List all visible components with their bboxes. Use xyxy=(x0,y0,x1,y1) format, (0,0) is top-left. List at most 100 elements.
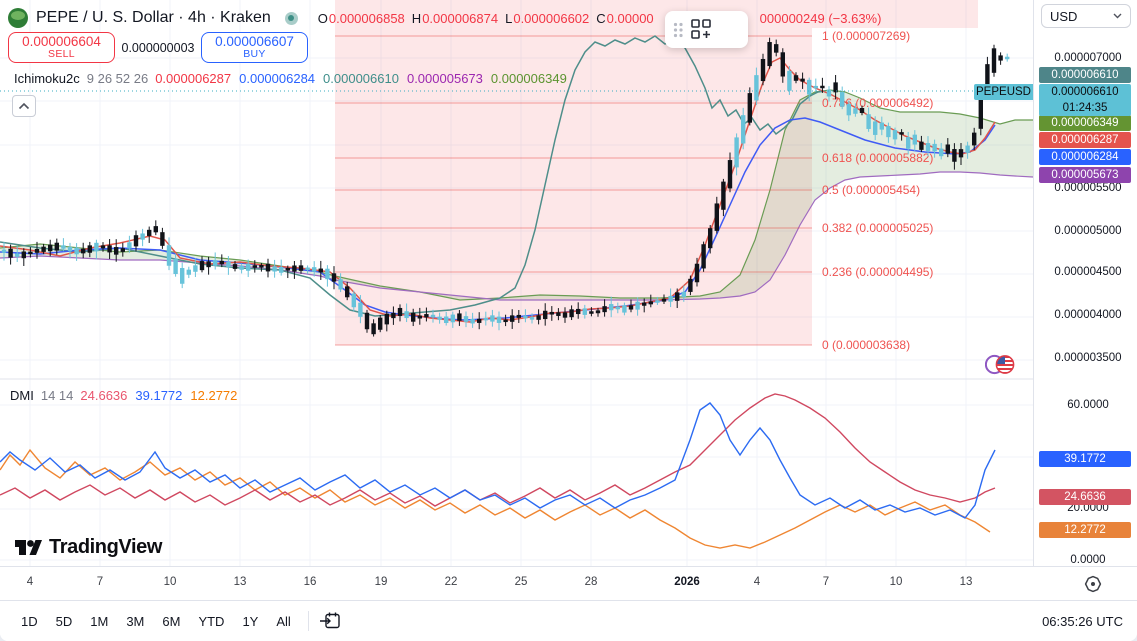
spread-value: 0.000000003 xyxy=(121,40,195,55)
dmi-minus-line xyxy=(0,448,991,549)
bar-countdown: 01:24:35 xyxy=(1062,102,1108,114)
pepe-coin-logo xyxy=(8,8,28,28)
axis-value-tag: 12.2772 xyxy=(1039,522,1131,538)
time-tick-label: 13 xyxy=(233,576,247,588)
range-button-1d[interactable]: 1D xyxy=(21,613,38,629)
time-tick-label: 10 xyxy=(889,576,903,588)
tradingview-logo[interactable]: TradingView xyxy=(14,535,162,559)
range-button-5d[interactable]: 5D xyxy=(55,613,73,629)
ohlc-value: 0.000006602 xyxy=(513,10,590,26)
gridlines xyxy=(0,0,1033,566)
fib-level-label: 0.618 (0.000005882) xyxy=(822,151,933,165)
ohlc-letter: L xyxy=(505,10,513,26)
sell-price: 0.000006604 xyxy=(22,33,101,49)
price-axis[interactable]: USD 0.000007000 0.000005500 0.000005000 0.0… xyxy=(1033,0,1137,566)
range-button-1y[interactable]: 1Y xyxy=(242,613,259,629)
axis-tick-label: 0.000005000 xyxy=(1054,225,1122,237)
time-tick-label: 7 xyxy=(822,576,830,588)
time-tick-label: 4 xyxy=(26,576,34,588)
currency-label: USD xyxy=(1050,8,1078,24)
axis-tick-label: 0.000004500 xyxy=(1054,266,1122,278)
fib-level-label: 0.236 (0.000004495) xyxy=(822,265,933,279)
toolbar-divider xyxy=(307,611,309,631)
ohlc-values: O 0.000006858 H 0.000006874 L 0.000006602 C 0.0… xyxy=(318,11,882,26)
ohlc-segment: L 0.000006602 xyxy=(505,11,589,26)
symbol-header: PEPE / U. S. Dollar · 4h · Kraken O 0.000… xyxy=(8,7,881,29)
range-button-all[interactable]: All xyxy=(276,613,291,629)
axis-tick-label: 0.000005500 xyxy=(1054,182,1122,194)
ichimoku-value: 0.000006287 xyxy=(155,71,232,86)
fib-level-label: 1 (0.000007269) xyxy=(822,29,910,43)
time-tick-label: 19 xyxy=(374,576,388,588)
time-tick-label: 7 xyxy=(96,576,104,588)
ohlc-letter: O xyxy=(317,10,328,26)
ichimoku-params: 9 26 52 26 xyxy=(86,71,149,86)
ohlc-value: 0.000006874 xyxy=(422,10,499,26)
buy-label: BUY xyxy=(243,48,266,61)
ichimoku-value: 0.000006610 xyxy=(323,71,399,86)
sell-button[interactable]: 0.000006604 SELL xyxy=(8,32,115,63)
time-axis[interactable]: 4 7 10 13 16 19 22 25 28 2026 4 7 10 13 xyxy=(0,566,1137,600)
range-button-3m[interactable]: 3M xyxy=(126,613,145,629)
calendar-arrow-icon xyxy=(319,612,340,629)
ohlc-segment: C 0.00000 xyxy=(596,11,653,26)
ichimoku-legend[interactable]: Ichimoku2c 9 26 52 26 0.000006287 0.00000… xyxy=(14,71,567,86)
ohlc-letter: C xyxy=(596,10,606,26)
floating-toolbar[interactable] xyxy=(665,11,748,48)
ohlc-value: 0.000006858 xyxy=(328,10,405,26)
tradingview-mark-icon xyxy=(15,540,42,555)
buy-price: 0.000006607 xyxy=(215,33,294,49)
dmi-value: 24.6636 xyxy=(80,388,128,403)
chevron-down-icon xyxy=(1113,13,1122,19)
axis-tick-label: 0.0000 xyxy=(1070,554,1106,566)
time-tick-label: 13 xyxy=(959,576,973,588)
ichimoku-value: 0.000006284 xyxy=(239,71,316,86)
symbol-title[interactable]: PEPE / U. S. Dollar · 4h · Kraken xyxy=(36,9,271,26)
buy-button[interactable]: 0.000006607 BUY xyxy=(201,32,308,63)
tradingview-wordmark: TradingView xyxy=(49,535,163,558)
dmi-values: 24.6636 39.1772 12.2772 xyxy=(80,388,237,403)
currency-selector[interactable]: USD xyxy=(1041,4,1131,28)
date-range-buttons: 1D 5D 1M 3M 6M YTD 1Y All xyxy=(14,609,298,634)
session-clock[interactable]: 06:35:26 UTC xyxy=(1042,613,1123,629)
ohlc-value: 0.00000 xyxy=(606,10,654,26)
chart-canvas[interactable]: 1 (0.000007269)0.786 (0.000006492)0.618 … xyxy=(0,0,1033,566)
senkou-a-line xyxy=(0,89,1033,301)
axis-value-tag: 0.000006284 xyxy=(1039,149,1131,165)
ichimoku-title: Ichimoku2c xyxy=(14,71,80,86)
time-tick-label: 25 xyxy=(514,576,528,588)
lagging-span-line xyxy=(0,35,826,317)
bottom-toolbar: 1D 5D 1M 3M 6M YTD 1Y All 06:35:26 UTC xyxy=(0,600,1137,641)
fib-level-label: 0 (0.000003638) xyxy=(822,338,910,352)
axis-tick-label: 20.0000 xyxy=(1067,502,1109,514)
collapse-panel-button[interactable] xyxy=(12,95,36,117)
trade-panel: 0.000006604 SELL 0.000000003 0.000006607… xyxy=(8,32,308,63)
axis-value-tag: 24.6636 xyxy=(1039,489,1131,505)
chevron-up-icon xyxy=(18,102,30,110)
candles xyxy=(1,37,1010,337)
dmi-legend[interactable]: DMI 14 14 24.6636 39.1772 12.2772 xyxy=(10,388,237,403)
axis-value-tag: 0.000006349 xyxy=(1039,115,1131,131)
layout-grid-icon[interactable] xyxy=(691,19,712,40)
symbol-price-tag: PEPEUSD xyxy=(974,84,1033,100)
time-tick-label: 2026 xyxy=(674,576,700,588)
range-button-1m[interactable]: 1M xyxy=(90,613,109,629)
ohlc-segment: H 0.000006874 xyxy=(412,11,498,26)
axis-tick-label: 0.000004000 xyxy=(1054,309,1122,321)
pair-logos-icon xyxy=(985,354,1015,375)
range-button-6m[interactable]: 6M xyxy=(162,613,181,629)
go-to-date-button[interactable] xyxy=(319,611,343,631)
axis-value-tag: 0.000006610 xyxy=(1039,67,1131,83)
current-price-label: 0.000006610 01:24:35 xyxy=(1039,84,1131,116)
range-button-ytd[interactable]: YTD xyxy=(198,613,225,629)
axis-settings-gear-icon[interactable] xyxy=(1083,574,1103,594)
drag-handle-icon[interactable] xyxy=(673,22,683,38)
ohlc-segment: O 0.000006858 xyxy=(318,11,405,26)
market-status-icon[interactable] xyxy=(284,11,298,25)
dmi-adx-line xyxy=(0,393,996,507)
dmi-pane xyxy=(0,393,996,549)
axis-tick-label: 60.0000 xyxy=(1067,399,1109,411)
axis-value-tag: 39.1772 xyxy=(1039,451,1131,467)
dmi-title: DMI xyxy=(10,388,34,403)
